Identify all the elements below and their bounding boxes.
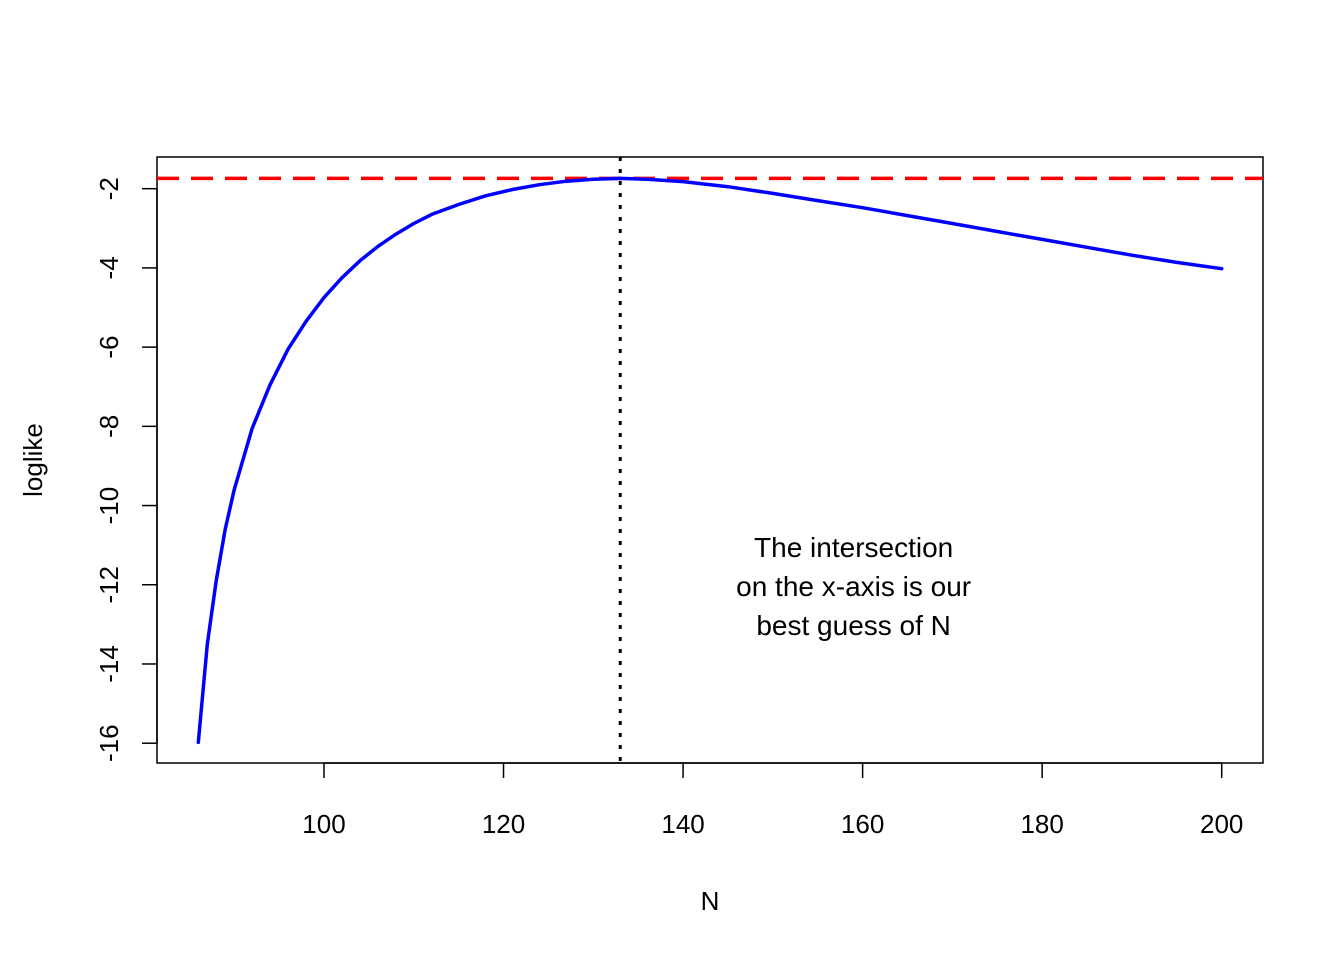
annotation-line: The intersection (754, 532, 953, 563)
y-tick-label: -12 (94, 566, 124, 604)
reference-lines (157, 157, 1263, 763)
annotation: The intersection on the x-axis is our best… (736, 532, 971, 641)
x-axis-title: N (701, 886, 720, 916)
y-axis: -16 -14 -12 -10 -8 -6 -4 -2 (94, 177, 158, 762)
x-axis: 100 120 140 160 180 200 (302, 762, 1243, 839)
x-tick-label: 160 (841, 809, 884, 839)
y-tick-label: -6 (94, 336, 124, 359)
y-tick-label: -8 (94, 415, 124, 438)
y-tick-label: -2 (94, 177, 124, 200)
y-tick-label: -10 (94, 487, 124, 525)
x-tick-label: 180 (1020, 809, 1063, 839)
x-tick-label: 120 (482, 809, 525, 839)
y-tick-label: -4 (94, 256, 124, 279)
plot-frame (156, 156, 1264, 764)
annotation-line: on the x-axis is our (736, 571, 971, 602)
x-tick-label: 140 (661, 809, 704, 839)
y-tick-label: -16 (94, 724, 124, 762)
y-tick-label: -14 (94, 645, 124, 683)
series-layer (196, 176, 1224, 745)
x-tick-label: 100 (302, 809, 345, 839)
annotation-line: best guess of N (756, 610, 951, 641)
x-tick-label: 200 (1200, 809, 1243, 839)
loglike-curve (196, 176, 1224, 745)
y-axis-title: loglike (18, 423, 48, 497)
